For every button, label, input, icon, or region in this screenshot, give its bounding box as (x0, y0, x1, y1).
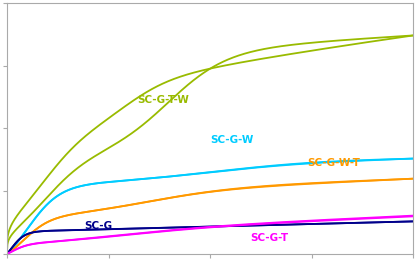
Text: SC-G-W-T: SC-G-W-T (307, 158, 361, 168)
Text: SC-G-W: SC-G-W (210, 135, 253, 145)
Text: SC-G-T-W: SC-G-T-W (137, 95, 189, 105)
Text: SC-G: SC-G (84, 221, 112, 231)
Text: SC-G-T: SC-G-T (251, 234, 289, 244)
